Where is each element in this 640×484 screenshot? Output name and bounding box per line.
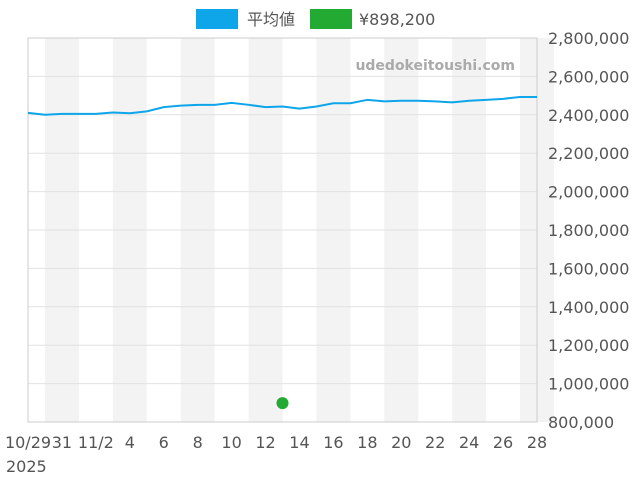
x-tick-label: 10/29 xyxy=(5,433,51,452)
x-tick-label: 31 xyxy=(52,433,72,452)
y-tick-label: 2,400,000 xyxy=(548,106,629,125)
x-tick-label: 28 xyxy=(527,433,547,452)
x-year-label: 2025 xyxy=(6,457,47,476)
x-tick-label: 14 xyxy=(289,433,309,452)
x-tick-label: 20 xyxy=(391,433,411,452)
y-tick-label: 1,400,000 xyxy=(548,298,629,317)
y-tick-label: 2,600,000 xyxy=(548,67,629,86)
watermark: udedokeitoushi.com xyxy=(355,58,515,74)
x-tick-label: 11/2 xyxy=(78,433,114,452)
legend-swatch-price[interactable] xyxy=(310,9,352,29)
x-tick-label: 4 xyxy=(125,433,135,452)
y-tick-label: 2,000,000 xyxy=(548,183,629,202)
price-point xyxy=(277,397,289,409)
y-axis-labels: 800,000 1,000,000 1,200,000 1,400,000 1,600,… xyxy=(548,29,629,432)
y-tick-label: 1,600,000 xyxy=(548,259,629,278)
x-tick-label: 16 xyxy=(323,433,343,452)
x-tick-label: 24 xyxy=(459,433,479,452)
x-tick-label: 12 xyxy=(255,433,275,452)
x-tick-label: 6 xyxy=(159,433,169,452)
y-tick-label: 2,200,000 xyxy=(548,144,629,163)
y-tick-label: 2,800,000 xyxy=(548,29,629,48)
y-tick-label: 1,200,000 xyxy=(548,336,629,355)
y-tick-label: 1,000,000 xyxy=(548,375,629,394)
legend-label-price[interactable]: ¥898,200 xyxy=(359,10,435,29)
legend-swatch-average[interactable] xyxy=(196,9,238,29)
x-tick-label: 22 xyxy=(425,433,445,452)
x-tick-label: 10 xyxy=(221,433,241,452)
legend: 平均値 ¥898,200 xyxy=(196,9,435,29)
x-tick-label: 18 xyxy=(357,433,377,452)
y-tick-label: 1,800,000 xyxy=(548,221,629,240)
x-tick-label: 8 xyxy=(193,433,203,452)
y-tick-label: 800,000 xyxy=(548,413,614,432)
x-tick-label: 26 xyxy=(493,433,513,452)
legend-label-average[interactable]: 平均値 xyxy=(247,10,295,29)
